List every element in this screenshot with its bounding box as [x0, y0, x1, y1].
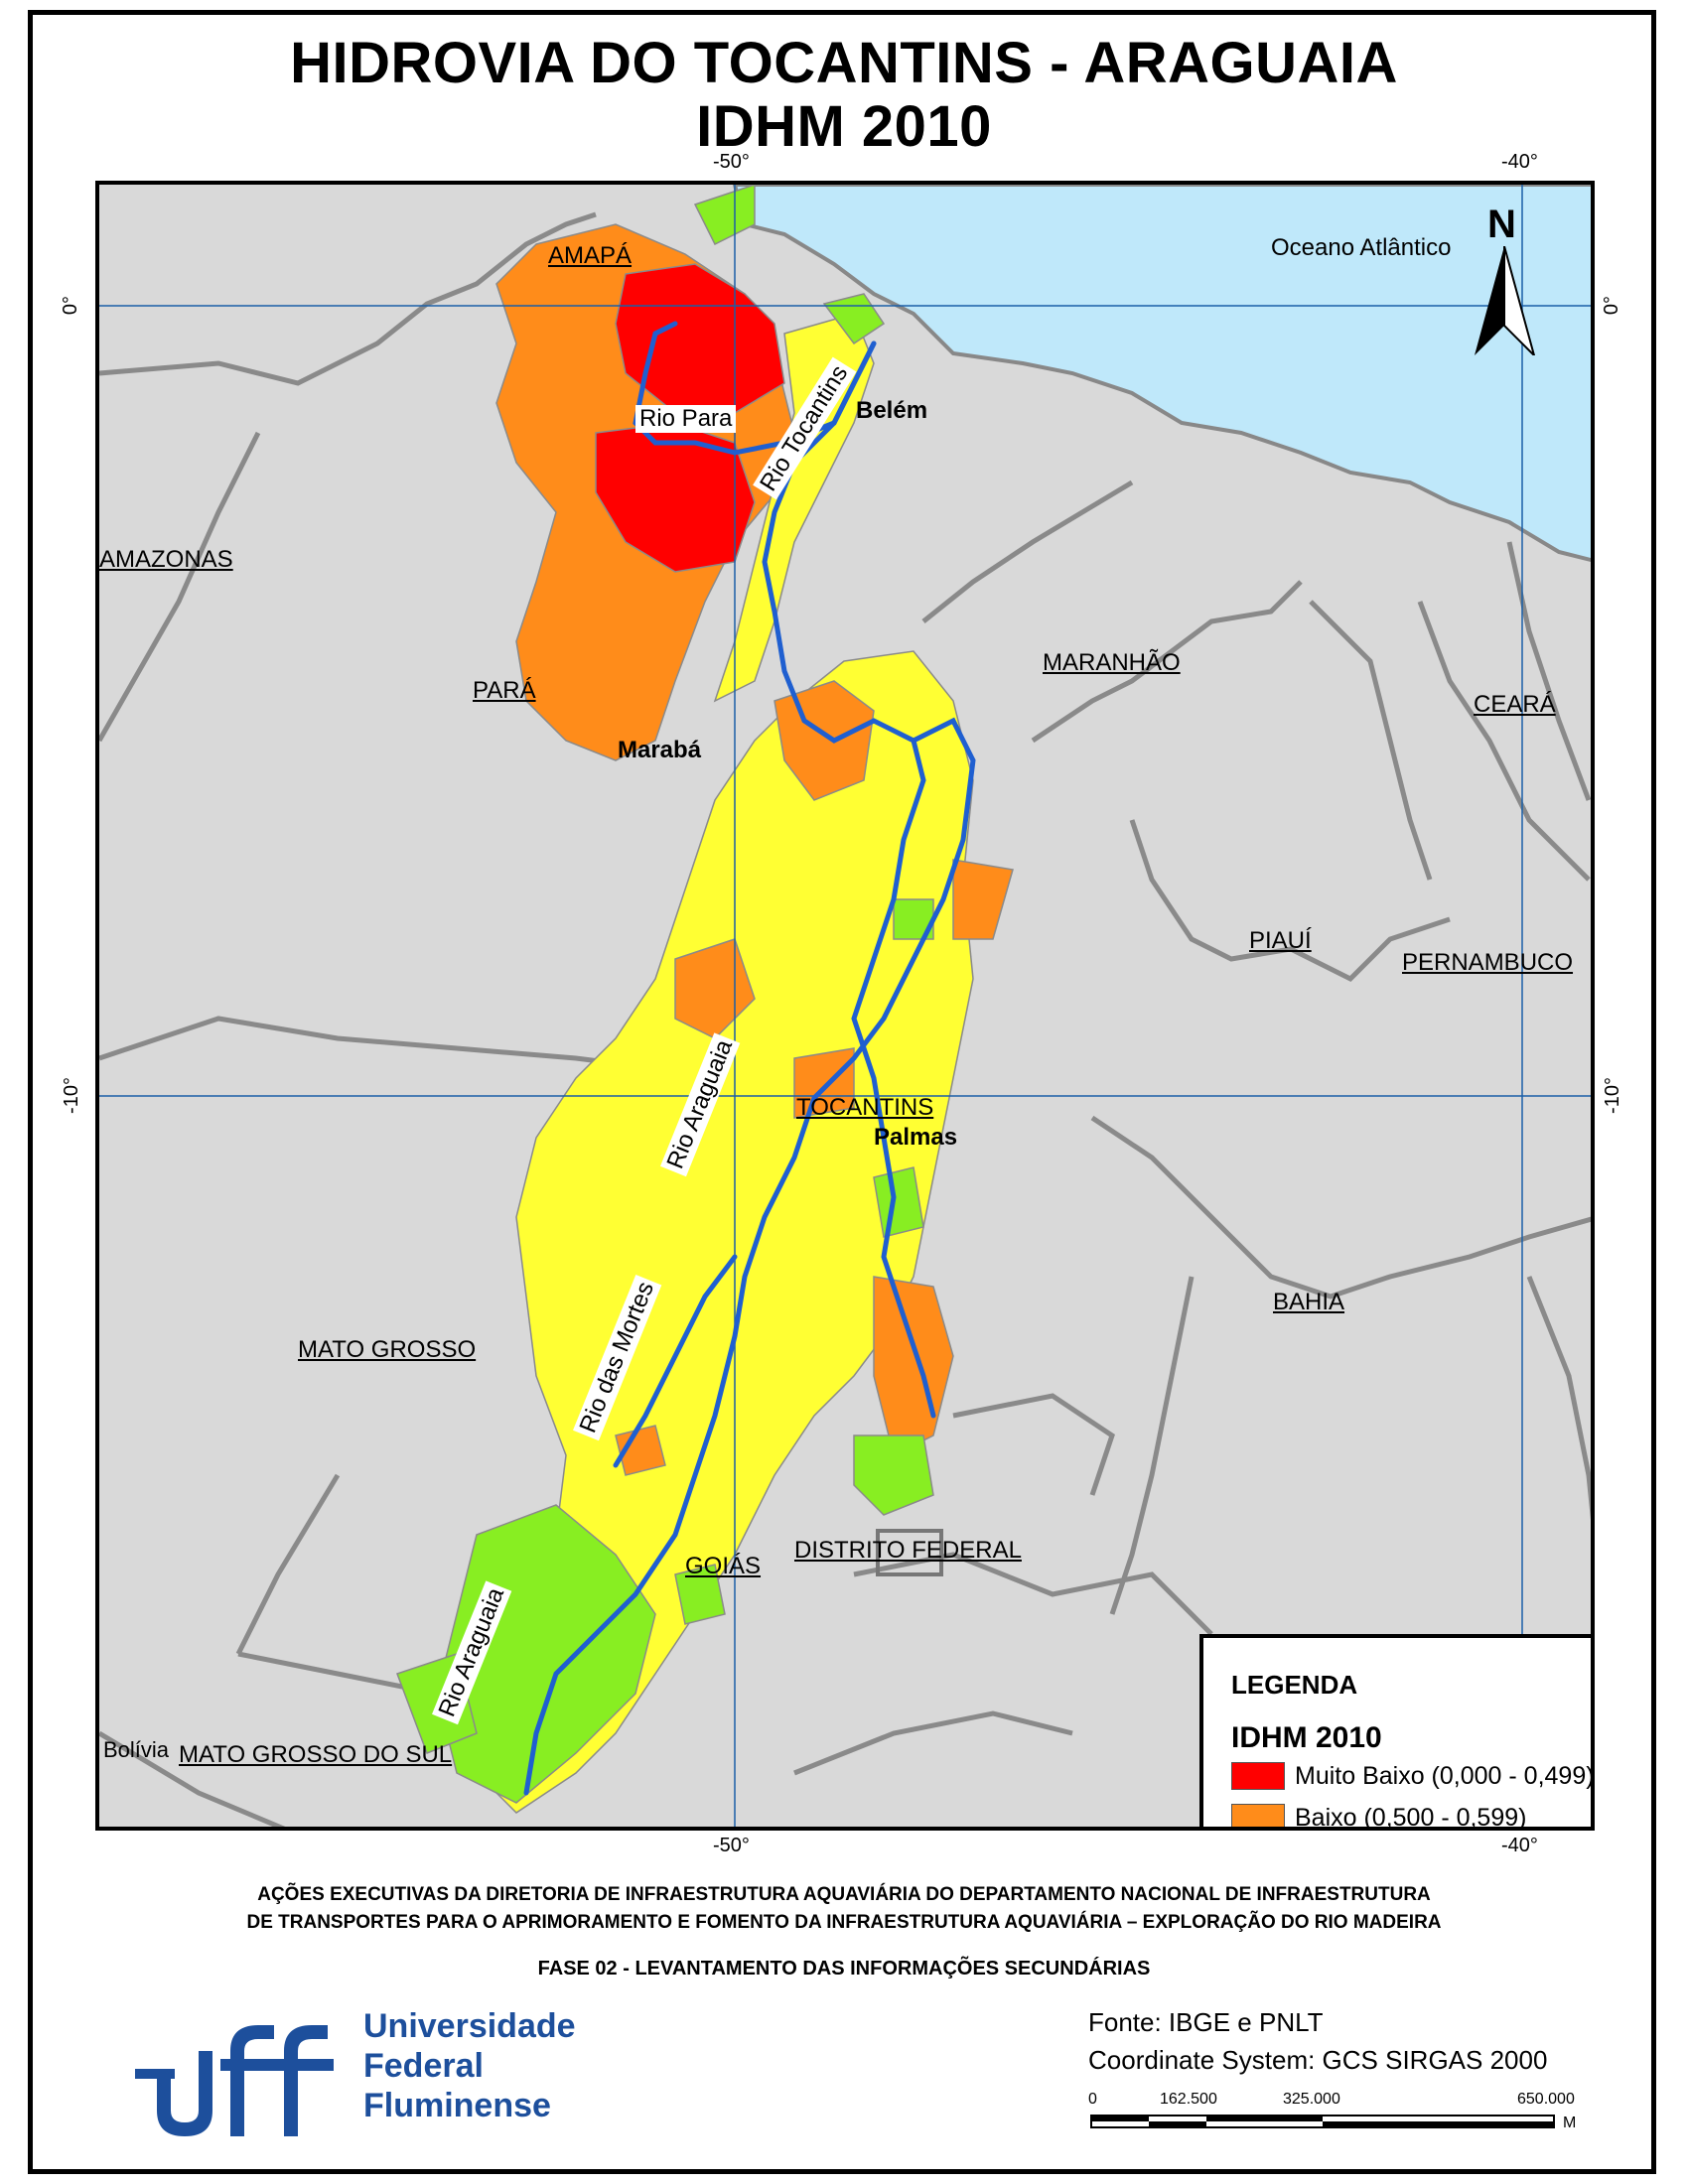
lon-label-top-right: -40°	[1501, 151, 1538, 173]
map-title-line1: HIDROVIA DO TOCANTINS - ARAGUAIA	[290, 31, 1398, 95]
graticule-lines	[99, 185, 1591, 1827]
label-ceara: CEARÁ	[1474, 691, 1556, 718]
label-mato-grosso-do-sul: MATO GROSSO DO SUL	[179, 1741, 453, 1768]
legend-label: Muito Baixo (0,000 - 0,499)	[1295, 1761, 1595, 1790]
scale-tick-2: 325.000	[1283, 2091, 1340, 2108]
region-alto-2	[873, 1166, 924, 1238]
north-arrow: N	[1470, 203, 1539, 355]
map-legend: LEGENDA IDHM 2010 Muito Baixo (0,000 - 0…	[1199, 1634, 1595, 1831]
label-piaui: PIAUÍ	[1249, 927, 1312, 954]
scale-bar	[1090, 2115, 1555, 2128]
legend-swatch	[1231, 1762, 1285, 1790]
ocean-area	[732, 185, 1591, 563]
map-sheet-frame	[28, 10, 1656, 2174]
label-ocean: Oceano Atlântico	[1271, 234, 1452, 261]
source-fonte: Fonte: IBGE e PNLT	[1088, 2007, 1324, 2037]
legend-swatch	[1231, 1804, 1285, 1827]
river-label-rio-para: Rio Para	[635, 405, 737, 433]
lon-label-bottom-right: -40°	[1501, 1835, 1538, 1856]
idhm-regions	[396, 185, 1014, 1814]
region-alto-amapa	[693, 185, 756, 246]
institution-line1: Universidade	[363, 2007, 576, 2045]
city-belem: Belém	[856, 397, 928, 424]
distrito-federal-outline	[876, 1529, 943, 1576]
region-baixo-mortes	[615, 1425, 666, 1476]
lat-label-right-0: 0°	[1601, 295, 1623, 316]
region-alto-3	[893, 898, 934, 940]
city-maraba: Marabá	[618, 737, 702, 763]
legend-item: Baixo (0,500 - 0,599)	[1231, 1803, 1527, 1831]
map-canvas	[99, 185, 1591, 1827]
region-muito-baixo-1	[615, 263, 785, 414]
state-borders	[99, 211, 1591, 1827]
label-bahia: BAHIA	[1273, 1289, 1345, 1315]
label-goias: GOIÁS	[685, 1553, 762, 1579]
uff-logo-icon	[135, 2025, 334, 2136]
label-distrito-federal: DISTRITO FEDERAL	[794, 1537, 1022, 1564]
region-alto-south-3	[674, 1564, 726, 1625]
scale-tick-1: 162.500	[1160, 2091, 1217, 2108]
map-title-line2: IDHM 2010	[696, 94, 992, 159]
label-pernambuco: PERNAMBUCO	[1402, 949, 1574, 976]
north-arrow-label: N	[1487, 203, 1516, 246]
label-para: PARÁ	[473, 677, 536, 704]
label-mato-grosso: MATO GROSSO	[298, 1336, 477, 1363]
label-bolivia: Bolívia	[103, 1737, 170, 1762]
region-baixo-central-3	[952, 859, 1014, 940]
scale-tick-3: 650.000	[1517, 2091, 1575, 2108]
map-panel: N Oceano Atlântico AMAPÁ AMAZONAS PARÁ M…	[95, 181, 1595, 1831]
region-baixo-south-tocantins	[873, 1276, 954, 1457]
river-rio-araguaia-path	[523, 717, 976, 1796]
river-rio-tocantins-path	[762, 341, 936, 1419]
lon-label-top-left: -50°	[713, 151, 750, 173]
city-palmas: Palmas	[874, 1124, 958, 1151]
lat-label-right-10: -10°	[1601, 1077, 1623, 1114]
legend-item: Muito Baixo (0,000 - 0,499)	[1231, 1761, 1595, 1791]
lat-label-left-0: 0°	[60, 295, 82, 316]
scale-tick-0: 0	[1088, 2091, 1097, 2108]
institution-line3: Fluminense	[363, 2087, 551, 2124]
legend-title: LEGENDA	[1231, 1670, 1358, 1700]
label-maranhao: MARANHÃO	[1043, 649, 1181, 676]
source-coord-system: Coordinate System: GCS SIRGAS 2000	[1088, 2045, 1548, 2075]
lat-label-left-10: -10°	[60, 1077, 82, 1114]
river-rio-das-mortes-path	[613, 1254, 738, 1468]
institution-line2: Federal	[363, 2047, 484, 2085]
region-medio-central	[476, 650, 974, 1814]
label-amazonas: AMAZONAS	[99, 546, 233, 573]
region-baixo-central-4	[793, 1047, 855, 1119]
rivers	[523, 321, 976, 1796]
label-amapa: AMAPÁ	[548, 242, 633, 269]
legend-label: Baixo (0,500 - 0,599)	[1295, 1803, 1527, 1831]
legend-subtitle: IDHM 2010	[1231, 1721, 1382, 1754]
scale-unit: M	[1563, 2115, 1577, 2131]
footer-line1: AÇÕES EXECUTIVAS DA DIRETORIA DE INFRAES…	[257, 1884, 1431, 1905]
region-alto-1	[853, 1434, 934, 1516]
footer-line3: FASE 02 - LEVANTAMENTO DAS INFORMAÇÕES S…	[537, 1958, 1151, 1979]
lon-label-bottom-left: -50°	[713, 1835, 750, 1856]
north-arrow-icon	[1475, 246, 1536, 355]
footer-line2: DE TRANSPORTES PARA O APRIMORAMENTO E FO…	[246, 1912, 1442, 1933]
label-tocantins: TOCANTINS	[796, 1094, 934, 1121]
